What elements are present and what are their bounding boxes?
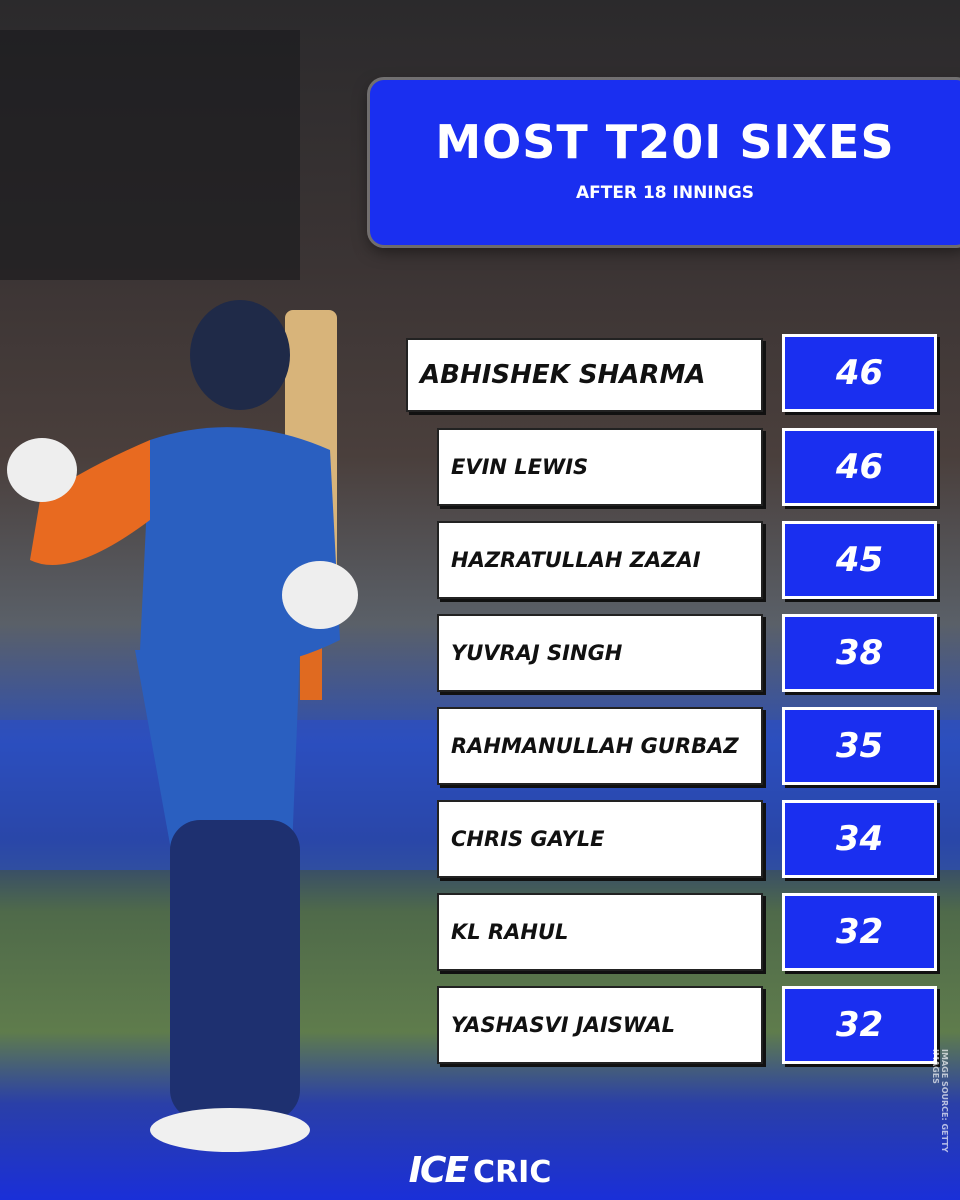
sixes-value: 32	[782, 986, 937, 1064]
sixes-value: 35	[782, 707, 937, 785]
brand-text: CRIC	[473, 1155, 552, 1190]
player-name: HAZRATULLAH ZAZAI	[437, 521, 763, 599]
sixes-value: 46	[782, 334, 937, 412]
player-name: CHRIS GAYLE	[437, 800, 763, 878]
sixes-value: 45	[782, 521, 937, 599]
subtitle: AFTER 18 INNINGS	[575, 183, 755, 203]
sixes-value: 34	[782, 800, 937, 878]
player-name: KL RAHUL	[437, 893, 763, 971]
sixes-value: 32	[782, 893, 937, 971]
title: MOST T20I SIXES	[435, 115, 895, 169]
player-name: ABHISHEK SHARMA	[406, 338, 763, 412]
brand-mark: ICE	[408, 1150, 469, 1191]
sixes-value: 46	[782, 428, 937, 506]
player-name: RAHMANULLAH GURBAZ	[437, 707, 763, 785]
player-name: YUVRAJ SINGH	[437, 614, 763, 692]
sixes-value: 38	[782, 614, 937, 692]
brand-logo: ICE CRIC	[0, 1150, 960, 1191]
header-box: MOST T20I SIXES AFTER 18 INNINGS	[370, 80, 960, 245]
player-name: EVIN LEWIS	[437, 428, 763, 506]
player-name: YASHASVI JAISWAL	[437, 986, 763, 1064]
